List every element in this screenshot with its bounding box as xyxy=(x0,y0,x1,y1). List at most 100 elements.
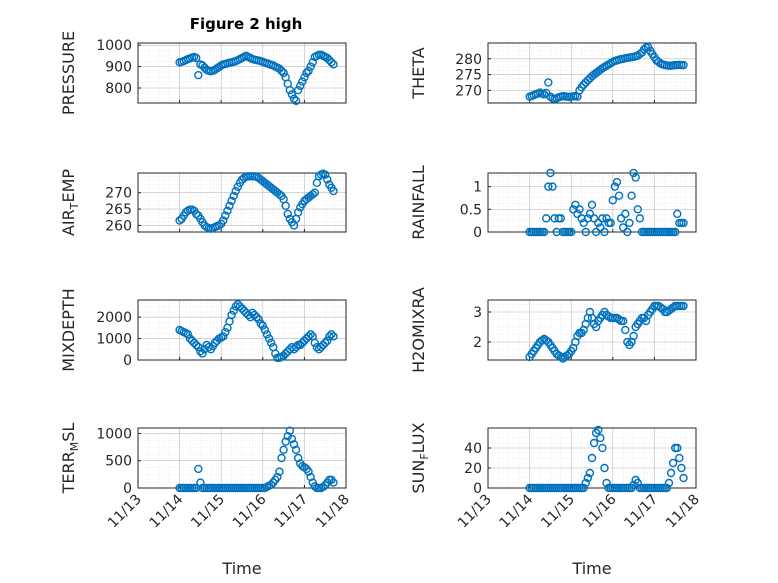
y-axis-label: MIXDEPTH xyxy=(59,288,78,371)
data-point xyxy=(291,96,301,106)
y-tick-label: 1000 xyxy=(96,426,132,442)
plot-area xyxy=(137,172,347,233)
data-point xyxy=(300,336,309,345)
data-point xyxy=(673,209,682,219)
data-point xyxy=(304,467,313,476)
data-point xyxy=(200,345,209,354)
data-point xyxy=(300,463,309,472)
data-point xyxy=(237,304,247,313)
data-point xyxy=(192,483,201,493)
data-point xyxy=(589,438,599,448)
data-point xyxy=(227,310,236,320)
data-point xyxy=(293,85,303,95)
y-tick-label: 275 xyxy=(455,68,482,84)
series-points xyxy=(175,300,338,363)
y-tick-label: 20 xyxy=(464,461,482,477)
data-point xyxy=(542,336,551,345)
data-point xyxy=(196,478,205,487)
x-tick-label: 11/16 xyxy=(580,491,620,531)
data-point xyxy=(266,338,276,348)
data-point xyxy=(591,227,601,237)
data-point xyxy=(298,77,307,86)
data-point xyxy=(262,330,272,339)
subplot-6: 2 3 H2OMIXRA xyxy=(409,287,697,373)
data-point xyxy=(248,308,257,318)
series-points xyxy=(175,50,338,106)
data-point xyxy=(306,330,315,339)
y-tick-label: 1000 xyxy=(96,38,132,54)
data-point xyxy=(600,463,609,473)
data-point xyxy=(275,467,284,476)
data-point xyxy=(264,334,274,343)
x-tick-label: 11/15 xyxy=(538,492,578,532)
data-point xyxy=(602,478,611,488)
data-point xyxy=(585,209,595,219)
data-point xyxy=(589,214,599,223)
data-point xyxy=(291,445,301,455)
y-tick-label: 0.5 xyxy=(460,202,482,218)
data-point xyxy=(233,300,243,309)
data-point xyxy=(598,443,607,453)
y-tick-label: 0 xyxy=(473,225,482,241)
data-point xyxy=(583,473,593,483)
data-point xyxy=(281,201,290,210)
data-point xyxy=(283,431,292,441)
axes-box xyxy=(137,172,347,233)
data-point xyxy=(221,211,230,220)
y-tick-label: 2000 xyxy=(96,310,132,326)
figure-title: Figure 2 high xyxy=(190,15,303,33)
data-point xyxy=(596,223,605,232)
data-point xyxy=(266,480,276,489)
data-point xyxy=(229,191,238,201)
subplot-7: 0 500 1000 TERRMSL 11/13 11/14 11/15 11/16 11/17… xyxy=(59,423,353,578)
y-axis-label: AIRTEMP xyxy=(59,169,81,236)
data-point xyxy=(539,227,549,237)
data-point xyxy=(318,482,328,492)
data-point xyxy=(293,208,303,217)
subplot-8: 0 20 40 SUNFLUX 11/13 11/14 11/15 11/16 11/17 11/… xyxy=(409,422,703,578)
data-point xyxy=(241,308,251,318)
y-tick-label: 500 xyxy=(105,454,132,470)
data-point xyxy=(229,306,238,315)
data-point xyxy=(314,345,324,354)
series-points xyxy=(525,42,688,104)
data-point xyxy=(662,483,672,493)
data-point xyxy=(671,227,680,237)
x-axis-label: Time xyxy=(571,559,611,578)
x-tick-label: 11/18 xyxy=(663,492,703,532)
y-tick-label: 0 xyxy=(123,353,132,369)
data-point xyxy=(200,221,209,230)
series-points xyxy=(525,168,688,237)
data-point xyxy=(283,209,292,219)
data-point xyxy=(629,168,638,178)
data-point xyxy=(612,177,622,187)
data-point xyxy=(306,472,315,482)
minor-grid xyxy=(487,427,697,489)
data-point xyxy=(254,315,263,324)
data-point xyxy=(175,216,184,225)
data-point xyxy=(573,209,582,219)
data-point xyxy=(289,94,299,103)
data-point xyxy=(569,205,578,214)
data-point xyxy=(656,303,665,312)
data-point xyxy=(194,70,203,80)
data-point xyxy=(675,453,684,463)
data-point xyxy=(664,478,674,488)
data-point xyxy=(289,345,299,354)
data-point xyxy=(552,227,561,237)
data-point xyxy=(621,209,630,219)
y-tick-label: 270 xyxy=(105,186,132,202)
data-point xyxy=(198,61,207,70)
data-point xyxy=(300,73,309,82)
data-point xyxy=(308,190,317,199)
data-point xyxy=(273,472,282,482)
data-point xyxy=(210,338,220,348)
data-point xyxy=(323,336,332,345)
data-point xyxy=(679,301,688,311)
data-point xyxy=(633,205,642,214)
data-point xyxy=(619,316,628,326)
data-point xyxy=(596,433,605,443)
data-point xyxy=(631,173,640,182)
